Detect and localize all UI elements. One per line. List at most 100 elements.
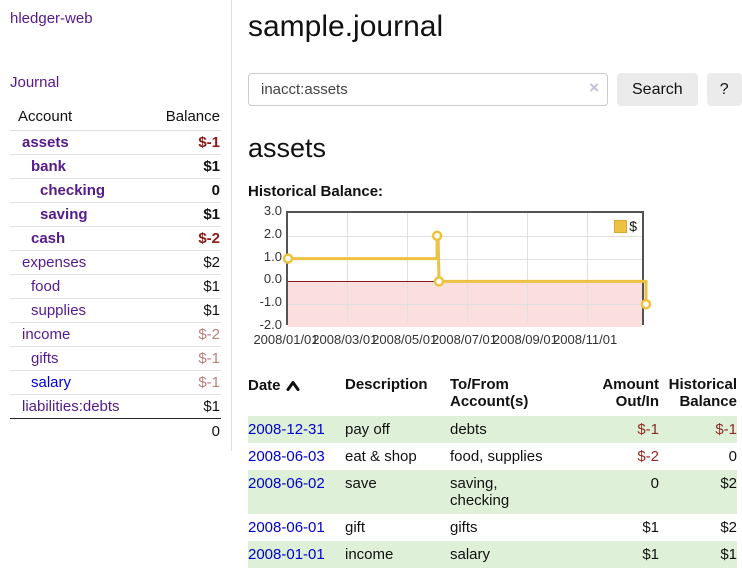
data-point-marker — [640, 298, 652, 310]
account-row: bank $1 — [10, 154, 221, 179]
y-axis-tick-label: 2.0 — [263, 225, 282, 241]
transaction-balance: 0 — [728, 448, 737, 465]
y-axis-tick-label: 0.0 — [263, 271, 282, 287]
account-balance: $1 — [203, 278, 220, 295]
accounts-total-value: 0 — [149, 418, 221, 443]
account-balance: $1 — [203, 398, 220, 415]
transaction-row: 2008-12-31 pay off debts $-1 $-1 — [248, 416, 737, 443]
transaction-balance: $1 — [720, 546, 737, 563]
help-button[interactable]: ? — [706, 73, 742, 106]
account-row: cash $-2 — [10, 226, 221, 251]
transaction-date-link[interactable]: 2008-06-03 — [248, 448, 325, 465]
account-balance: $-2 — [198, 230, 220, 247]
search-input[interactable] — [248, 73, 608, 106]
transaction-amount: 0 — [650, 475, 659, 492]
account-balance: $1 — [203, 206, 220, 223]
account-balance: $-2 — [198, 326, 220, 343]
transaction-accounts: salary — [450, 546, 491, 563]
account-link-cash[interactable]: cash — [31, 230, 66, 247]
horizontal-gridline — [288, 235, 642, 237]
account-balance: $1 — [203, 302, 220, 319]
sidebar: hledger-web Journal Account Balance asse… — [0, 0, 232, 451]
accounts-total-row: 0 — [10, 418, 221, 443]
x-axis-tick-label: 2008/07/01 — [431, 332, 498, 347]
sort-ascending-icon — [286, 378, 300, 395]
search-form: × Search ? — [248, 73, 742, 106]
register-header-amount: Amount Out/In — [602, 376, 659, 410]
account-row: income $-2 — [10, 322, 221, 347]
account-link-saving[interactable]: saving — [40, 206, 88, 223]
transaction-balance: $2 — [720, 519, 737, 536]
x-axis-tick-label: 2008/05/01 — [372, 332, 438, 347]
account-link-income[interactable]: income — [22, 326, 71, 343]
horizontal-gridline — [288, 258, 642, 260]
app-title-link[interactable]: hledger-web — [10, 10, 93, 27]
account-balance: $-1 — [198, 134, 220, 151]
account-row: liabilities:debts $1 — [10, 394, 221, 419]
y-axis-tick-label: 1.0 — [263, 248, 282, 264]
transaction-row: 2008-06-01 gift gifts $1 $2 — [248, 514, 737, 541]
account-row: salary $-1 — [10, 370, 221, 395]
data-point-marker — [431, 230, 443, 242]
account-row: checking 0 — [10, 178, 221, 203]
clear-search-icon[interactable]: × — [589, 78, 599, 97]
y-axis-tick-label: -1.0 — [259, 294, 282, 310]
account-link-food[interactable]: food — [31, 278, 61, 295]
transaction-date-link[interactable]: 2008-06-01 — [248, 519, 325, 536]
account-link-salary[interactable]: salary — [31, 374, 72, 391]
register-header-row: Date Description To/From Account(s) Amount … — [248, 374, 737, 416]
transaction-description: pay off — [345, 421, 390, 438]
transaction-date-link[interactable]: 2008-01-01 — [248, 546, 325, 563]
x-axis-tick-label: 2008/01/01 — [253, 332, 319, 347]
accounts-header-balance: Balance — [165, 108, 220, 125]
search-button[interactable]: Search — [617, 73, 698, 106]
legend-swatch — [614, 219, 628, 233]
account-link-checking[interactable]: checking — [40, 182, 106, 199]
register-header-date[interactable]: Date — [248, 374, 345, 416]
account-balance: 0 — [211, 182, 220, 199]
account-heading: assets — [248, 133, 327, 163]
x-axis-tick-label: 2008/09/01 — [492, 332, 558, 347]
historical-balance-chart: $3.0 2.0 1.0 0.0 -1.0 -2.0 2008/01/01 2008/03/0… — [248, 203, 652, 349]
transaction-date-link[interactable]: 2008-06-02 — [248, 475, 325, 492]
transaction-accounts: food, supplies — [450, 448, 543, 465]
chart-title: Historical Balance: — [248, 183, 384, 200]
transaction-description: save — [345, 475, 377, 492]
transaction-amount: $-1 — [637, 421, 659, 438]
account-link-liabilities-debts[interactable]: liabilities:debts — [22, 398, 120, 415]
transaction-balance: $2 — [720, 475, 737, 492]
accounts-table: Account Balance assets $-1 bank $1 checking 0… — [10, 106, 221, 443]
account-balance: $-1 — [198, 374, 220, 391]
account-link-assets[interactable]: assets — [22, 134, 69, 151]
account-balance: $1 — [203, 158, 220, 175]
main-content: sample.journal × Search ? assets Histori… — [232, 0, 742, 568]
page-title: sample.journal — [248, 10, 444, 43]
chart-plot-area: $ — [282, 211, 652, 327]
sidebar-item-journal[interactable]: Journal — [10, 74, 60, 91]
transaction-row: 2008-01-01 income salary $1 $1 — [248, 541, 737, 568]
chart-legend: $ — [614, 218, 637, 234]
account-link-expenses[interactable]: expenses — [22, 254, 87, 271]
vertical-gridline — [527, 213, 529, 323]
transaction-date-link[interactable]: 2008-12-31 — [248, 421, 325, 438]
account-balance: $-1 — [198, 350, 220, 367]
account-link-supplies[interactable]: supplies — [31, 302, 87, 319]
transaction-description: income — [345, 546, 394, 563]
register-header-to/from: To/From Account(s) — [450, 376, 529, 410]
account-link-gifts[interactable]: gifts — [31, 350, 59, 367]
x-axis-tick-label: 2008/11/01 — [553, 332, 618, 347]
transaction-accounts: saving, checking — [450, 475, 510, 509]
accounts-header-row: Account Balance — [10, 106, 221, 131]
search-input-wrap: × — [248, 73, 608, 106]
vertical-gridline — [346, 213, 348, 323]
register-header-historical: Historical Balance — [668, 376, 737, 410]
y-axis-tick-label: 3.0 — [263, 203, 282, 218]
register-table: Date Description To/From Account(s) Amount … — [248, 374, 737, 568]
vertical-gridline — [466, 213, 468, 323]
account-row: gifts $-1 — [10, 346, 221, 371]
account-row: assets $-1 — [10, 130, 221, 155]
transaction-balance: $-1 — [715, 421, 737, 438]
transaction-amount: $-2 — [637, 448, 659, 465]
account-link-bank[interactable]: bank — [31, 158, 67, 175]
balance-line — [282, 230, 652, 310]
